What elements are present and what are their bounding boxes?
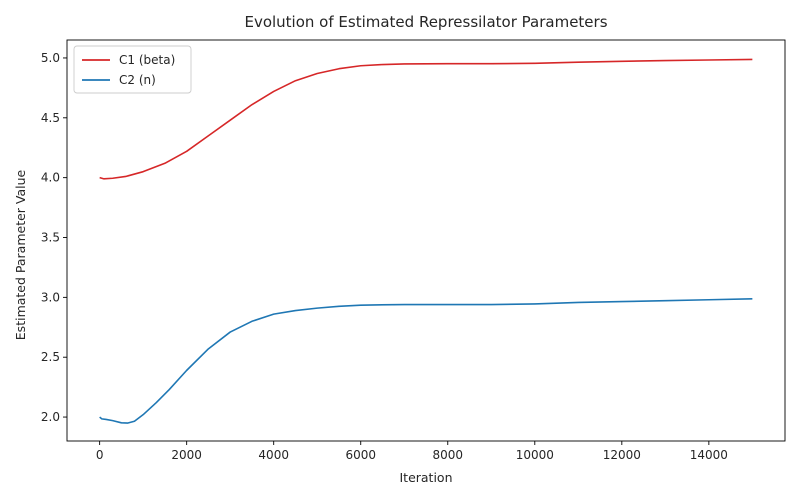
y-tick-label: 3.0 (41, 290, 60, 304)
x-tick-label: 4000 (258, 448, 289, 462)
x-tick-label: 12000 (603, 448, 641, 462)
x-axis-label: Iteration (399, 470, 452, 485)
x-tick-label: 14000 (690, 448, 728, 462)
legend-box (73, 45, 192, 94)
y-tick-label: 3.5 (41, 231, 60, 245)
chart-title: Evolution of Estimated Repressilator Par… (244, 13, 607, 31)
x-tick-label: 2000 (171, 448, 202, 462)
y-tick-label: 2.0 (41, 410, 60, 424)
y-axis-label: Estimated Parameter Value (13, 169, 28, 340)
axes-frame (66, 39, 786, 442)
y-tick-label: 4.0 (41, 171, 60, 185)
legend-label-1: C1 (beta) (119, 53, 175, 67)
y-tick-label: 5.0 (41, 51, 60, 65)
legend-label-2: C2 (n) (119, 73, 156, 87)
x-tick-label: 0 (96, 448, 104, 462)
x-tick-label: 8000 (432, 448, 463, 462)
plot-area: 0 2000 4000 6000 8000 10000 12000 14000 2.0 2.5 3.… (41, 39, 786, 462)
series-line-1 (99, 58, 753, 180)
y-tick-label: 2.5 (41, 350, 60, 364)
x-tick-label: 6000 (345, 448, 376, 462)
y-tick-label: 4.5 (41, 111, 60, 125)
series-line-2 (99, 297, 753, 424)
x-tick-label: 10000 (516, 448, 554, 462)
